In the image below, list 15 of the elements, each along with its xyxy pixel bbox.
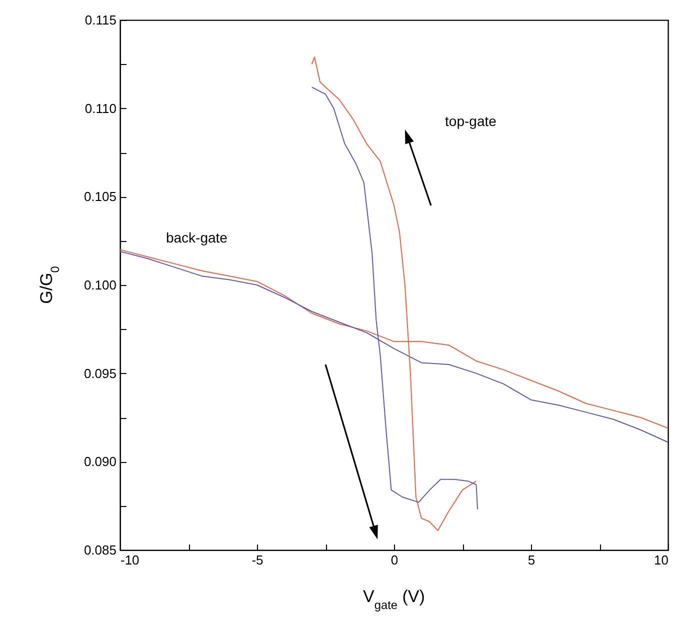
y-tick-label: 0.110: [84, 100, 116, 116]
x-tick-label: 5: [528, 552, 536, 568]
annotation: back-gate: [166, 230, 228, 246]
x-tick-label: -5: [252, 552, 264, 568]
y-tick-label: 0.090: [84, 454, 116, 470]
annotation: top-gate: [445, 113, 497, 129]
x-tick-label: -10: [120, 552, 140, 568]
y-tick-label: 0.105: [84, 189, 116, 204]
x-tick-label: 0: [390, 552, 398, 568]
x-tick-label: 10: [654, 552, 668, 568]
x-axis-title: V$_{gate}$ (V): [363, 587, 425, 612]
y-tick-label: 0.115: [84, 12, 116, 28]
y-tick-label: 0.100: [84, 278, 116, 292]
y-tick-label: 0.095: [84, 366, 116, 381]
y-tick-label: 0.085: [84, 542, 116, 558]
